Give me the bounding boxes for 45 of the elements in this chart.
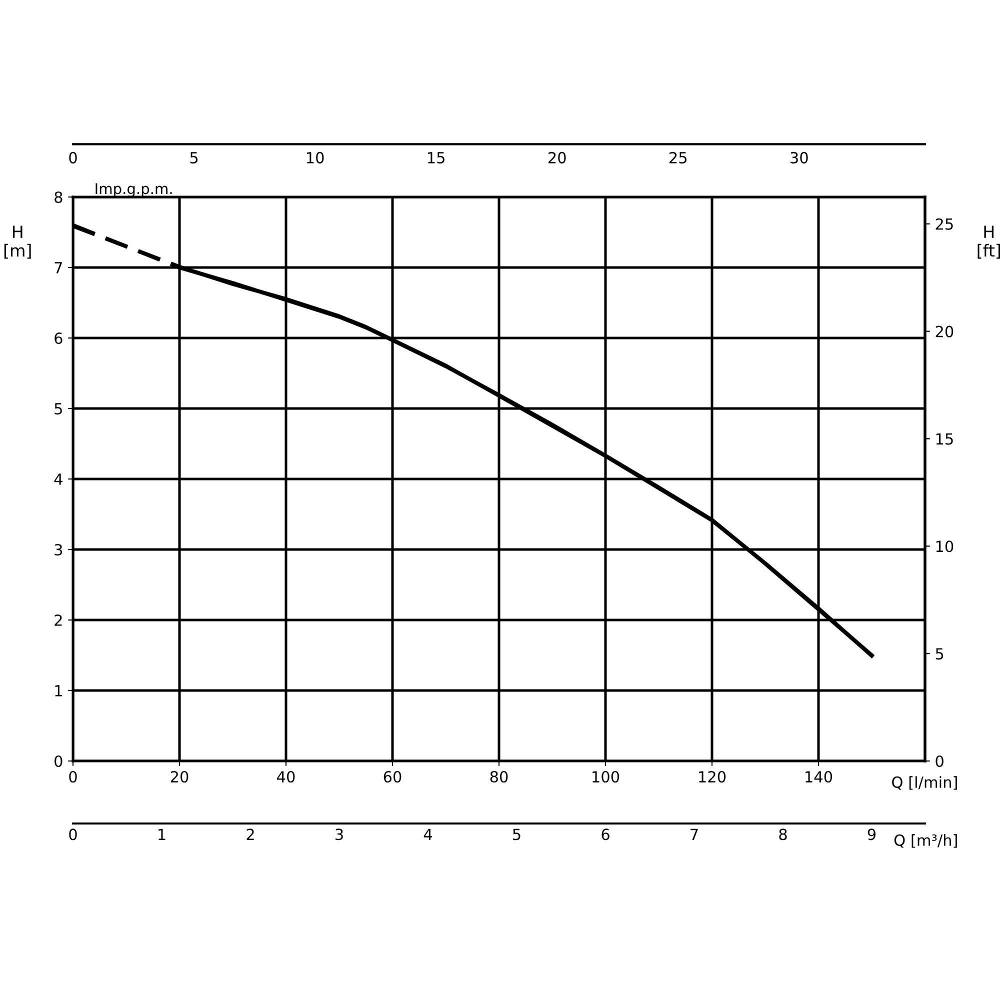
x-tick-label: 1 bbox=[158, 828, 166, 840]
y-tick-label: 20 bbox=[936, 326, 954, 338]
y-tick-label: 3 bbox=[54, 544, 62, 556]
x-axis-title: Q [m³/h] bbox=[894, 834, 957, 848]
x2-tick-label: 15 bbox=[428, 152, 444, 164]
x2-tick-label: 30 bbox=[790, 152, 808, 164]
x-tick-label: 0 bbox=[69, 770, 77, 783]
x-tick-label: 100 bbox=[592, 770, 620, 783]
y-axis-title: H [m] bbox=[4, 226, 31, 259]
x-tick-label: 4 bbox=[424, 828, 432, 840]
y-tick-label: 10 bbox=[936, 540, 954, 552]
y-tick-label: 6 bbox=[54, 332, 62, 344]
y-tick-label: 4 bbox=[54, 474, 62, 485]
x2-tick-label: 5 bbox=[190, 152, 198, 164]
x-tick-label: 140 bbox=[806, 770, 832, 783]
x2-axis-title: Imp.g.p.m. bbox=[96, 183, 172, 197]
y-tick-label: 1 bbox=[55, 685, 62, 696]
x-tick-label: 2 bbox=[246, 828, 254, 840]
y-tick-label: 5 bbox=[936, 648, 944, 660]
y-tick-label: 0 bbox=[54, 755, 62, 768]
x-tick-label: 20 bbox=[170, 770, 188, 783]
y-axis-title: H [ft] bbox=[978, 226, 1000, 259]
x-tick-label: 0 bbox=[69, 828, 77, 840]
x2-tick-label: 10 bbox=[307, 152, 324, 164]
x-axis-title: Q [l/min] bbox=[892, 776, 957, 790]
y-tick-label: 0 bbox=[936, 755, 944, 768]
x-tick-label: 6 bbox=[602, 828, 610, 840]
x-tick-label: 9 bbox=[868, 828, 876, 840]
x-tick-label: 40 bbox=[277, 770, 295, 783]
x-tick-label: 120 bbox=[699, 770, 726, 783]
y-tick-label: 7 bbox=[54, 262, 62, 274]
x2-tick-label: 20 bbox=[548, 152, 566, 164]
x-tick-label: 80 bbox=[490, 770, 508, 783]
x2-tick-label: 0 bbox=[69, 152, 77, 164]
y-tick-label: 25 bbox=[936, 218, 953, 230]
y-tick-label: 2 bbox=[54, 614, 62, 626]
x-tick-label: 3 bbox=[336, 828, 343, 840]
x2-tick-label: 25 bbox=[670, 152, 686, 164]
x-tick-label: 7 bbox=[690, 828, 698, 840]
y-tick-label: 5 bbox=[54, 403, 62, 415]
y-tick-label: 15 bbox=[936, 433, 953, 445]
x-tick-label: 60 bbox=[384, 770, 402, 783]
x-tick-label: 5 bbox=[513, 828, 520, 840]
x-tick-label: 8 bbox=[779, 828, 787, 840]
y-tick-label: 8 bbox=[54, 191, 62, 204]
